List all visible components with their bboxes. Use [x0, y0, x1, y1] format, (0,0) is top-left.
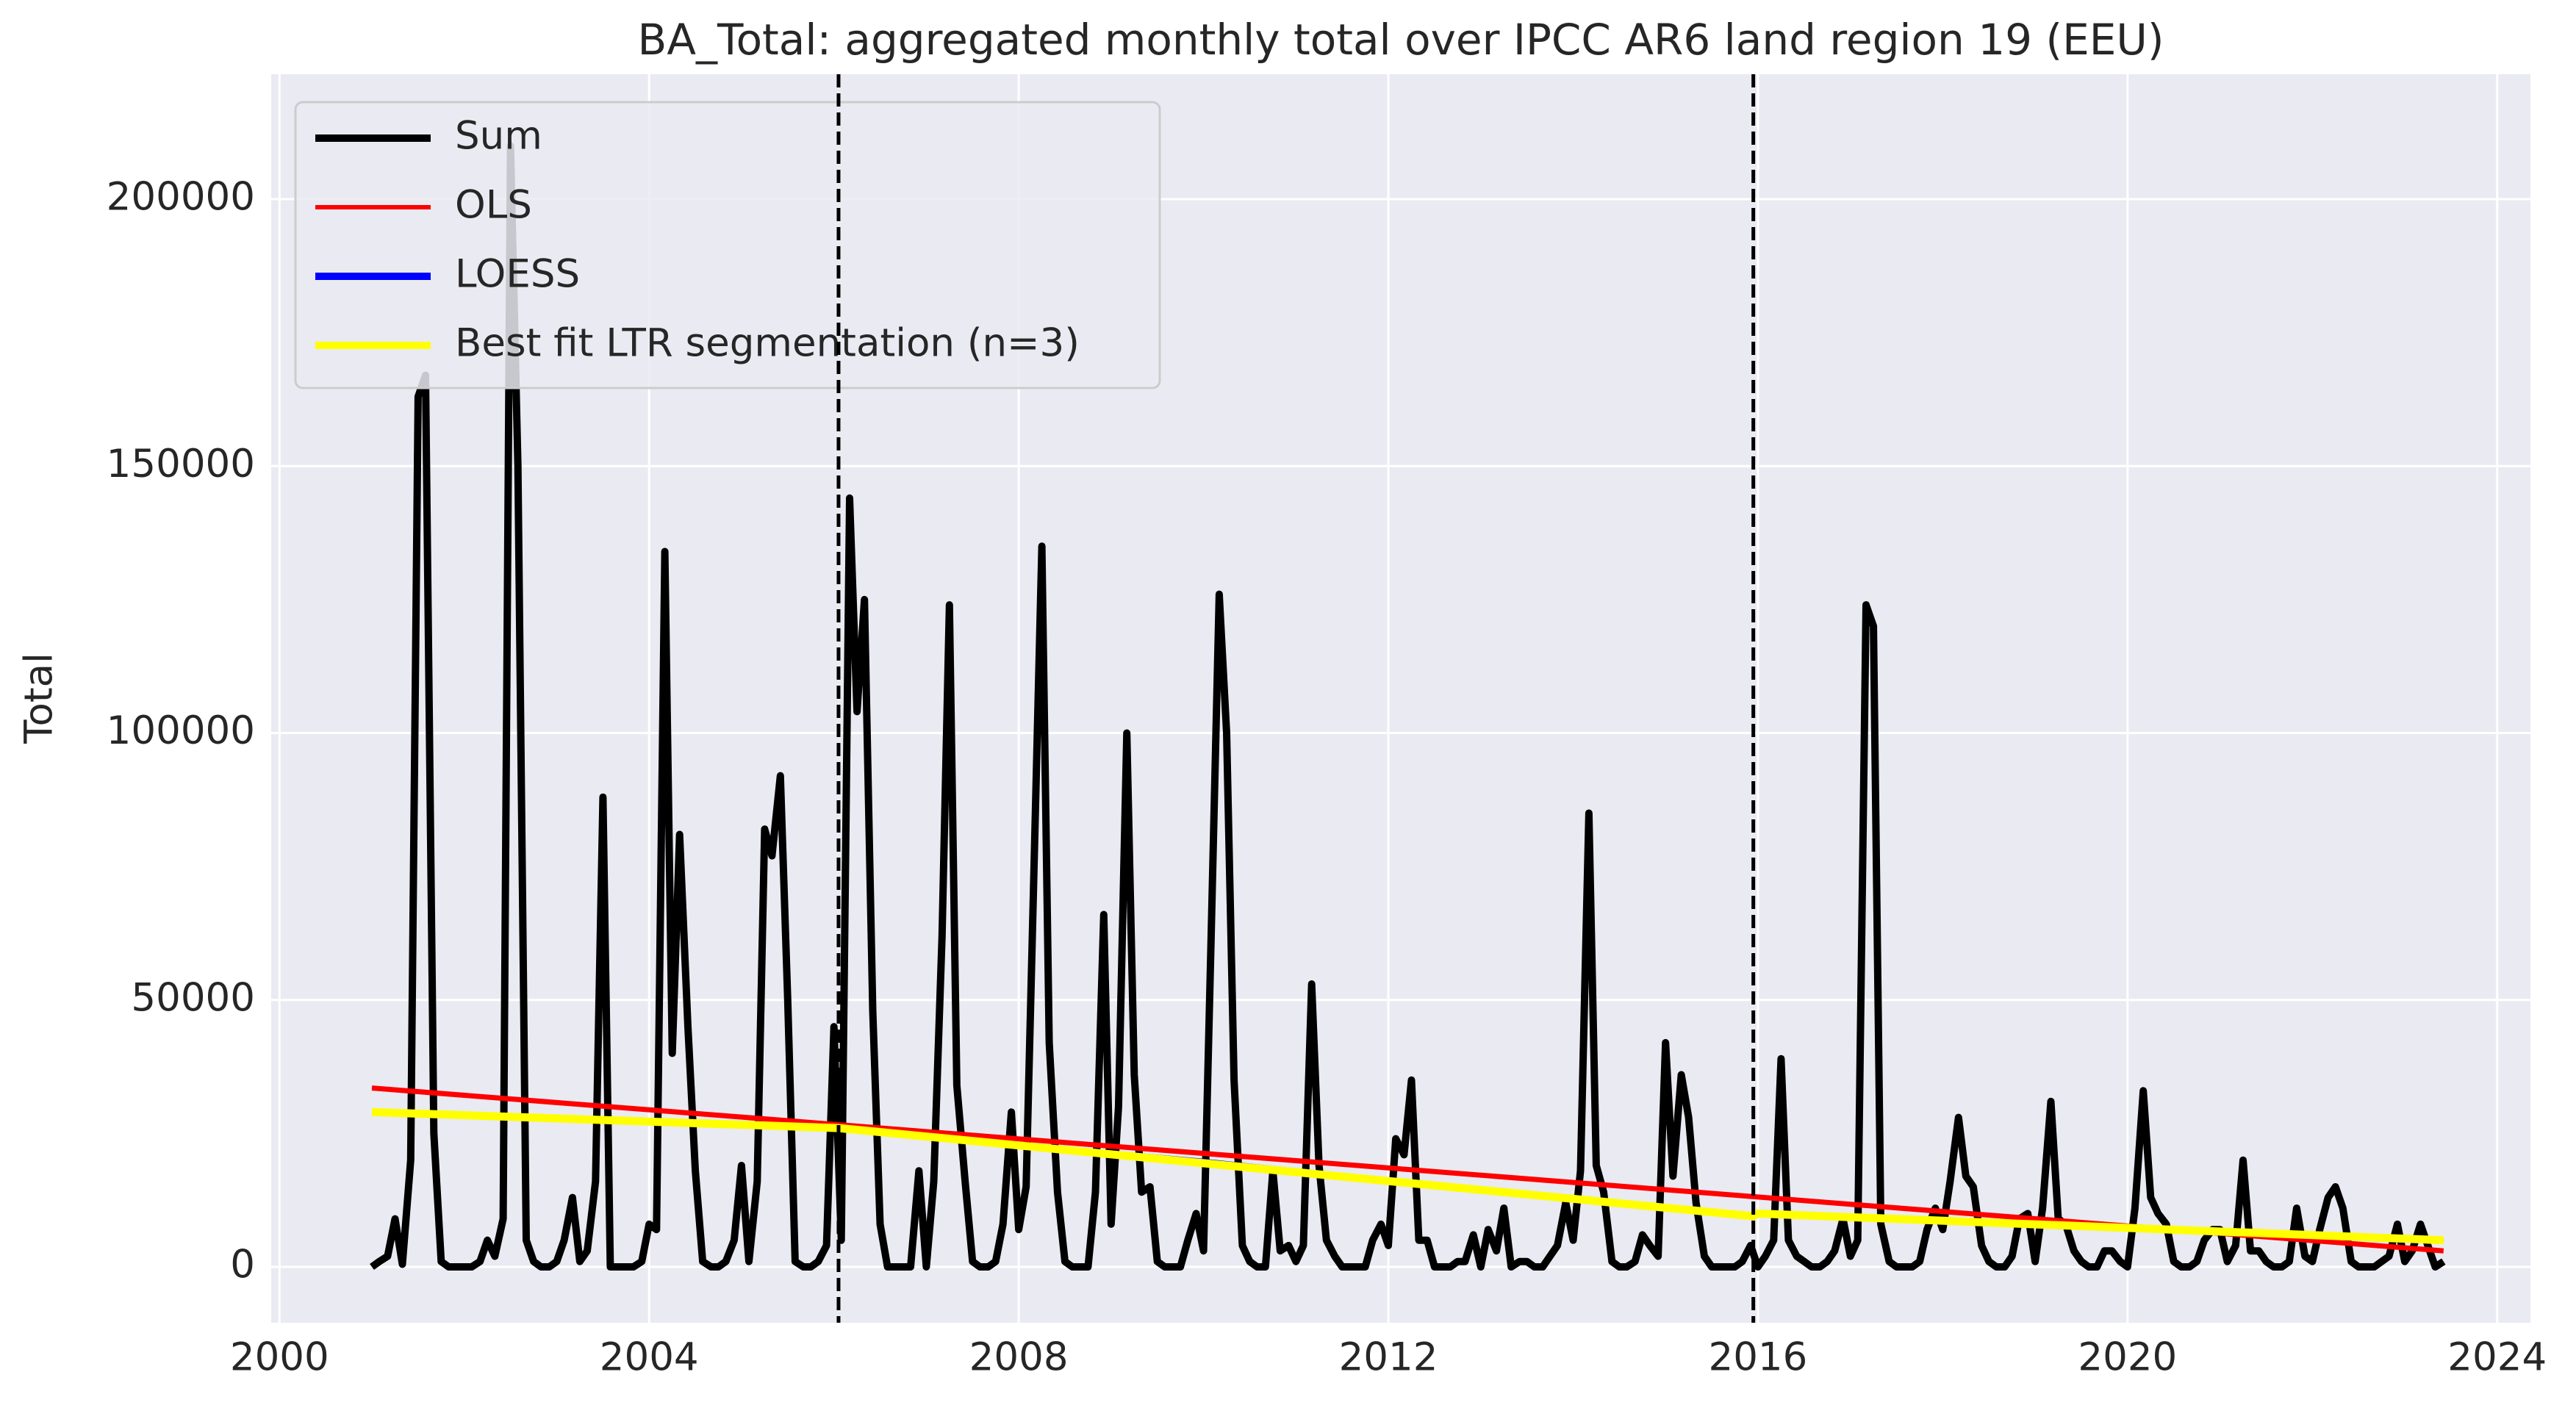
x-tick-label: 2004: [600, 1335, 699, 1380]
legend-label: LOESS: [455, 252, 580, 297]
series-line: [370, 142, 2446, 1271]
legend-label: Sum: [455, 114, 542, 159]
y-tick-label: 0: [230, 1243, 255, 1287]
legend-label: Best fit LTR segmentation (n=3): [455, 321, 1080, 366]
chart-title: BA_Total: aggregated monthly total over …: [638, 15, 2164, 65]
lines: [370, 142, 2446, 1271]
legend-label: OLS: [455, 183, 532, 228]
x-tick-label: 2016: [1708, 1335, 1807, 1380]
y-tick-label: 200000: [107, 175, 255, 220]
series-line: [371, 1107, 2444, 1245]
legend: Sum OLS LOESS Best fit LTR segmentation (n=…: [294, 101, 1161, 389]
y-tick-label: 50000: [131, 975, 255, 1020]
x-tick-label: 2024: [2447, 1335, 2547, 1380]
x-tick-label: 2012: [1339, 1335, 1438, 1380]
legend-box: [294, 101, 1161, 389]
x-tick-label: 2000: [230, 1335, 329, 1380]
x-tick-label: 2008: [969, 1335, 1069, 1380]
y-tick-label: 150000: [107, 442, 255, 486]
y-axis-label: Total: [17, 653, 62, 744]
x-tick-label: 2020: [2078, 1335, 2177, 1380]
y-tick-label: 100000: [107, 708, 255, 753]
